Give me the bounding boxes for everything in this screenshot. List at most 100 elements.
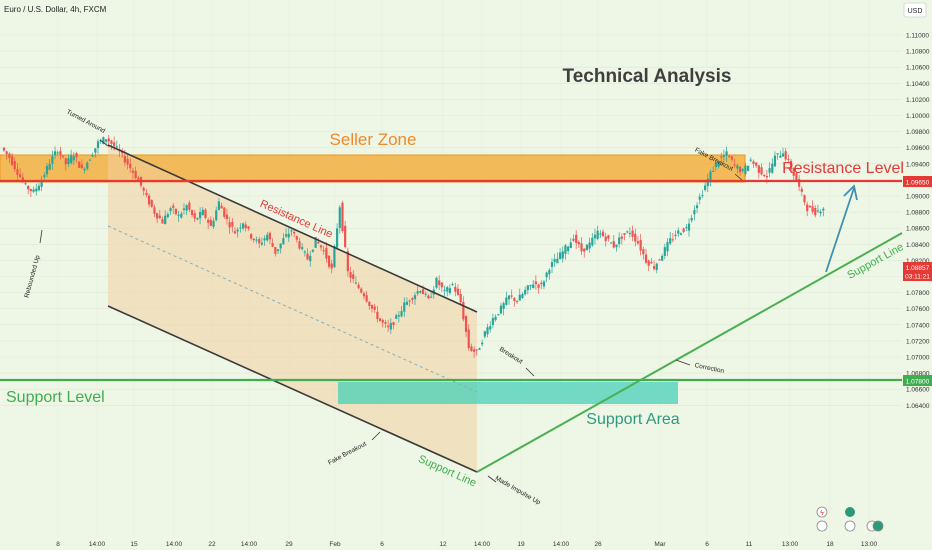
candle-body xyxy=(303,251,306,253)
y-tick-label: 1.10400 xyxy=(906,81,930,88)
x-tick-label: 13:00 xyxy=(861,541,878,548)
candle-body xyxy=(185,205,188,211)
candle-body xyxy=(335,228,339,248)
candle-body xyxy=(569,242,572,248)
candle-body xyxy=(687,223,691,231)
currency-button[interactable] xyxy=(903,2,927,18)
candle-body xyxy=(483,331,486,337)
candle-body xyxy=(209,219,212,226)
candle-body xyxy=(677,230,680,234)
candle-body xyxy=(43,175,46,177)
candle-body xyxy=(322,250,325,252)
candle-body xyxy=(666,242,669,252)
candle-body xyxy=(56,152,59,154)
candle-body xyxy=(421,289,425,295)
rising-support-line[interactable] xyxy=(476,232,903,473)
x-tick-label: 14:00 xyxy=(474,541,491,548)
candle-body xyxy=(67,158,70,165)
y-tick-label: 1.10600 xyxy=(906,65,930,72)
lightning-icon[interactable] xyxy=(816,506,828,518)
candle-body xyxy=(86,162,89,169)
candle-body xyxy=(166,214,169,217)
candle-body xyxy=(164,215,167,225)
candle-body xyxy=(577,241,580,245)
x-tick-label: Mar xyxy=(654,541,666,548)
candle-body xyxy=(524,289,527,295)
candle-body xyxy=(652,266,656,269)
flag-icon[interactable] xyxy=(844,520,856,532)
candle-body xyxy=(172,205,175,208)
candle-body xyxy=(803,195,806,203)
candle-body xyxy=(83,168,86,171)
candle-body xyxy=(376,311,379,320)
candle-body xyxy=(609,242,613,244)
candle-body xyxy=(709,171,712,183)
x-tick-label: 14:00 xyxy=(166,541,183,548)
candle-body xyxy=(207,219,210,223)
candle-body xyxy=(403,302,406,312)
candle-body xyxy=(327,255,331,267)
candle-body xyxy=(260,242,263,245)
candle-body xyxy=(349,272,352,278)
candle-body xyxy=(408,300,411,302)
candle-body xyxy=(749,159,752,161)
y-tick-label: 1.09800 xyxy=(906,129,930,136)
time-axis[interactable]: 8 14:00 15 14:00 22 14:00 29 Feb 6 12 14:00 19 14:00… xyxy=(56,541,877,548)
candle-body xyxy=(456,288,460,295)
candle-body xyxy=(317,242,320,244)
candle-body xyxy=(763,174,766,176)
candle-body xyxy=(526,285,529,291)
candle-body xyxy=(271,243,274,247)
candle-body xyxy=(736,165,739,169)
candle-body xyxy=(593,234,597,239)
candle-body xyxy=(258,239,261,244)
candle-body xyxy=(344,225,347,248)
candle-body xyxy=(464,315,468,333)
current-price-badge xyxy=(903,262,932,281)
candle-body xyxy=(188,202,191,210)
flag-icon[interactable] xyxy=(816,520,828,532)
support-area-label: Support Area xyxy=(586,411,680,428)
candle-body xyxy=(102,137,105,144)
candle-body xyxy=(658,259,661,261)
candle-body xyxy=(215,210,218,221)
candle-body xyxy=(319,245,323,248)
candle-body xyxy=(392,322,395,326)
candle-body xyxy=(784,151,787,160)
candle-body xyxy=(744,165,747,175)
candle-body xyxy=(679,233,683,235)
candle-body xyxy=(161,219,164,224)
candle-body xyxy=(698,196,701,200)
candle-body xyxy=(397,315,400,317)
candle-body xyxy=(27,186,30,190)
candle-body xyxy=(671,239,674,241)
x-tick-label: 14:00 xyxy=(553,541,570,548)
x-tick-label: 8 xyxy=(56,541,60,548)
candle-body xyxy=(682,228,685,232)
candle-body xyxy=(728,156,731,158)
candle-body xyxy=(24,183,27,185)
candle-body xyxy=(515,301,519,303)
candle-body xyxy=(306,253,309,260)
candle-body xyxy=(475,349,478,351)
candle-body xyxy=(626,231,629,233)
record-icon[interactable] xyxy=(845,507,855,517)
y-tick-label: 1.06600 xyxy=(906,387,930,394)
candle-body xyxy=(225,214,229,220)
candle-body xyxy=(301,247,304,250)
candle-body xyxy=(346,251,349,272)
channel-midline xyxy=(107,225,478,393)
channel-lower-line[interactable] xyxy=(107,305,478,473)
candle-body xyxy=(228,222,231,228)
candle-body xyxy=(518,294,521,301)
flag-icon[interactable] xyxy=(872,520,884,532)
candle-body xyxy=(438,280,441,286)
resistance-trendline[interactable] xyxy=(107,144,478,313)
candle-body xyxy=(354,282,358,284)
candle-body xyxy=(628,232,632,234)
fake-breakout-top-arrow xyxy=(734,173,743,181)
candle-body xyxy=(177,214,180,216)
candle-body xyxy=(572,238,575,241)
candle-body xyxy=(395,315,398,319)
